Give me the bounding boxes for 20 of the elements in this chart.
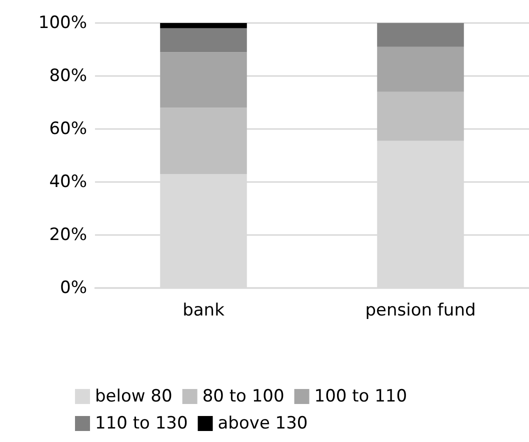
y-tick-label: 100% bbox=[38, 13, 87, 33]
x-tick-label: bank bbox=[182, 300, 225, 320]
bar bbox=[160, 52, 247, 108]
bar bbox=[377, 92, 464, 141]
bar bbox=[160, 23, 247, 28]
legend-label: 110 to 130 bbox=[95, 414, 188, 434]
y-tick-label: 20% bbox=[49, 225, 87, 245]
bar bbox=[377, 46, 464, 92]
legend-label: below 80 bbox=[95, 386, 172, 406]
y-tick-label: 0% bbox=[60, 278, 87, 298]
y-tick-label: 80% bbox=[49, 66, 87, 86]
legend-label: 100 to 110 bbox=[314, 386, 408, 406]
legend-label: 80 to 100 bbox=[202, 386, 284, 406]
legend-label: above 130 bbox=[218, 414, 308, 434]
y-tick-label: 40% bbox=[49, 172, 87, 192]
bar bbox=[377, 23, 464, 47]
bar bbox=[160, 28, 247, 52]
bar bbox=[160, 108, 247, 174]
x-tick-label: pension fund bbox=[365, 300, 476, 320]
y-tick-label: 60% bbox=[49, 119, 87, 139]
